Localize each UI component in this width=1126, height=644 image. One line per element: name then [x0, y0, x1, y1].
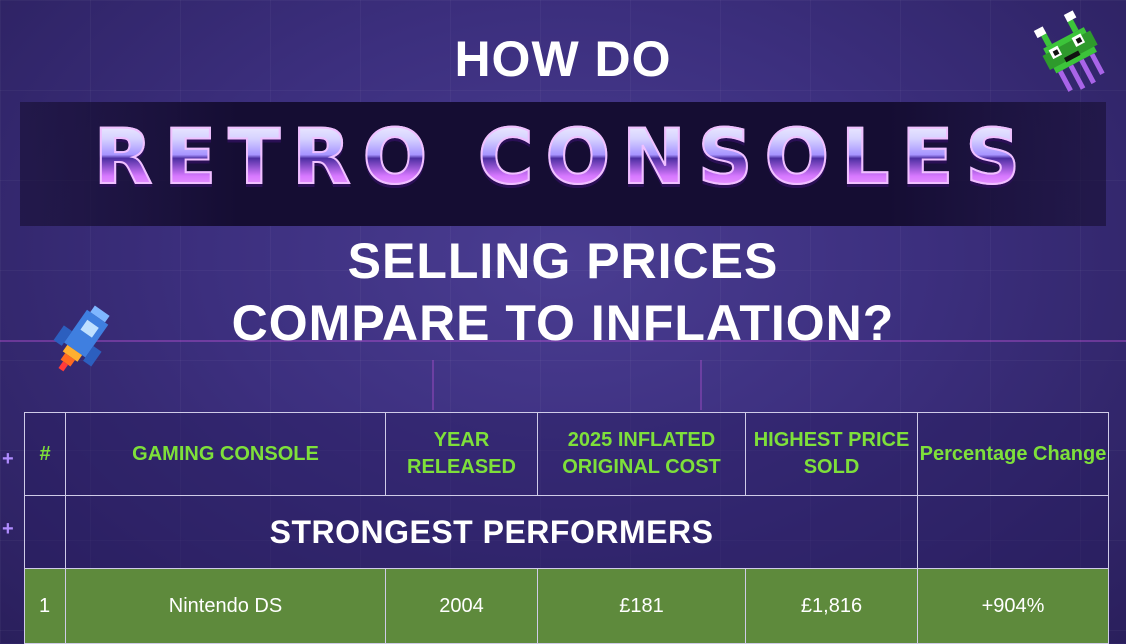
- plus-decoration-icon: +: [2, 448, 14, 470]
- headline-line3: COMPARE TO INFLATION?: [231, 295, 895, 351]
- pixel-rocket-icon: [53, 305, 110, 372]
- cell-year: 2004: [385, 568, 538, 644]
- section-change-cell: [917, 495, 1109, 569]
- cell-change: +904%: [917, 568, 1109, 644]
- col-header-rank: #: [24, 412, 66, 496]
- col-header-highest-price: HIGHEST PRICE SOLD: [745, 412, 918, 496]
- table-row: 1 Nintendo DS 2004 £181 £1,816 +904%: [24, 568, 1109, 644]
- neon-line: [432, 360, 434, 410]
- neon-line: [700, 360, 702, 410]
- section-rank-cell: [24, 495, 66, 569]
- price-table: # GAMING CONSOLE YEAR RELEASED 2025 INFL…: [24, 412, 1109, 644]
- section-row: STRONGEST PERFORMERS: [24, 495, 1109, 569]
- cell-rank: 1: [24, 568, 66, 644]
- headline-line2: SELLING PRICES: [347, 233, 779, 289]
- headline-line1: HOW DO: [454, 31, 672, 87]
- cell-highest-price: £1,816: [745, 568, 918, 644]
- col-header-change: Percentage Change: [917, 412, 1109, 496]
- col-header-console: GAMING CONSOLE: [65, 412, 386, 496]
- cell-console: Nintendo DS: [65, 568, 386, 644]
- headline-highlight: RETRO CONSOLES: [0, 111, 1126, 202]
- col-header-inflated-cost: 2025 INFLATED ORIGINAL COST: [537, 412, 746, 496]
- title-banner: [20, 102, 1106, 226]
- pixel-alien-icon: [1033, 10, 1105, 92]
- col-header-year: YEAR RELEASED: [385, 412, 538, 496]
- neon-line: [0, 340, 1126, 342]
- cell-inflated-cost: £181: [537, 568, 746, 644]
- table-header-row: # GAMING CONSOLE YEAR RELEASED 2025 INFL…: [24, 412, 1109, 496]
- plus-decoration-icon: +: [2, 518, 14, 540]
- section-title: STRONGEST PERFORMERS: [65, 495, 918, 569]
